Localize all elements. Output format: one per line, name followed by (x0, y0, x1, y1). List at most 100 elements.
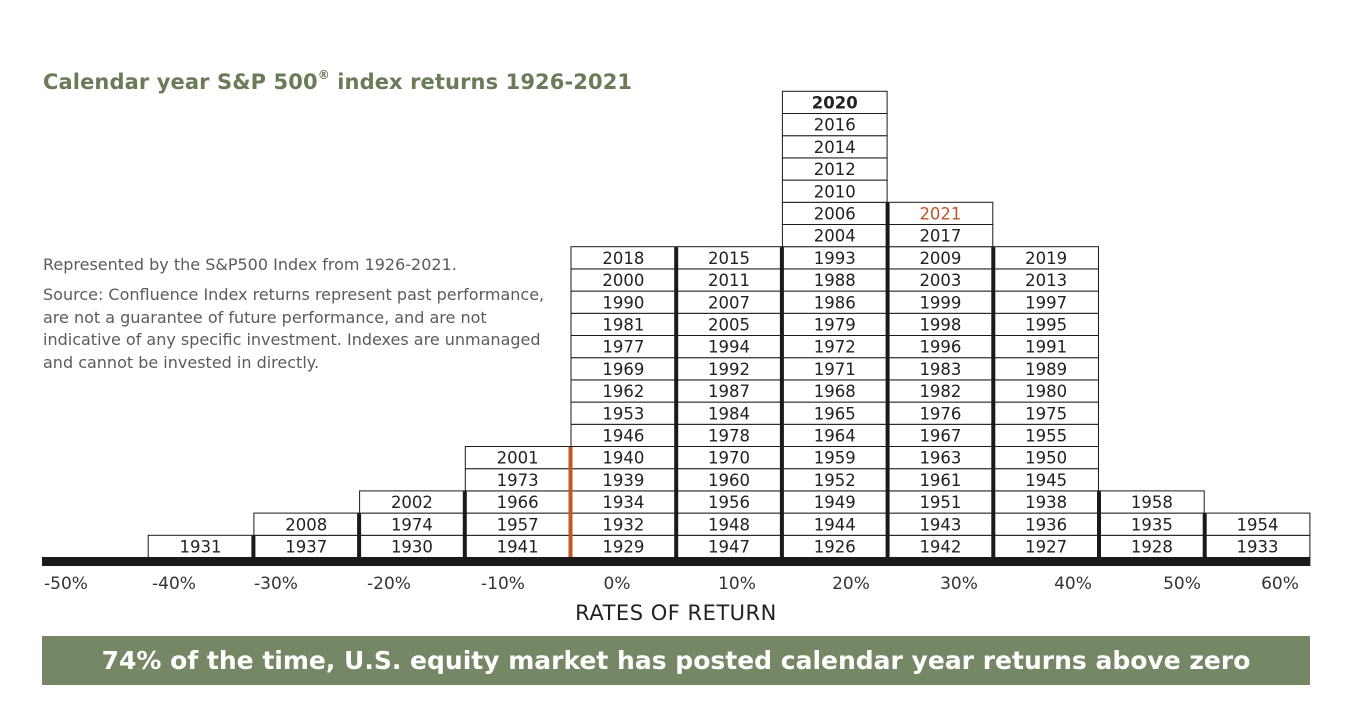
year-label: 1934 (602, 493, 644, 512)
year-label: 1989 (1025, 360, 1067, 379)
year-label: 1942 (919, 538, 961, 557)
year-label: 1986 (814, 293, 856, 312)
year-label: 2015 (708, 249, 750, 268)
year-label: 1953 (602, 404, 644, 423)
column-separator (885, 202, 890, 559)
year-label: 1957 (497, 515, 539, 534)
x-tick-label: -30% (254, 574, 298, 594)
year-label: 1966 (497, 493, 539, 512)
x-tick-label: 40% (1054, 574, 1092, 594)
year-label: 1938 (1025, 493, 1067, 512)
year-label: 1946 (602, 427, 644, 446)
x-axis-title: RATES OF RETURN (575, 601, 777, 625)
x-axis-bar (42, 557, 1311, 566)
year-label: 1950 (1025, 449, 1067, 468)
column-separator (991, 247, 996, 558)
year-label: 1988 (814, 271, 856, 290)
year-label: 1947 (708, 538, 750, 557)
year-label: 1959 (814, 449, 856, 468)
year-label: 1961 (919, 471, 961, 490)
year-label: 1965 (814, 404, 856, 423)
year-label: 1982 (919, 382, 961, 401)
year-label: 1990 (602, 293, 644, 312)
year-label: 2007 (708, 293, 750, 312)
year-label: 1969 (602, 360, 644, 379)
year-label: 1951 (919, 493, 961, 512)
year-label: 1992 (708, 360, 750, 379)
column-separator (779, 247, 784, 558)
year-label: 2003 (919, 271, 961, 290)
year-label: 1930 (391, 538, 433, 557)
x-tick-label: 20% (832, 574, 870, 594)
year-label: 2013 (1025, 271, 1067, 290)
x-tick-label: 30% (940, 574, 978, 594)
year-label: 2011 (708, 271, 750, 290)
year-label: 2017 (919, 227, 961, 246)
year-cell (781, 90, 888, 115)
year-label: 2016 (814, 116, 856, 135)
year-label: 1968 (814, 382, 856, 401)
year-label: 2010 (814, 182, 856, 201)
year-label: 1972 (814, 338, 856, 357)
column-separator (1097, 491, 1101, 558)
x-tick-label: 0% (604, 574, 631, 594)
x-tick-label: 50% (1163, 574, 1201, 594)
year-label: 1932 (602, 515, 644, 534)
column-separator (1202, 513, 1207, 558)
year-label: 1975 (1025, 404, 1067, 423)
year-label: 1999 (919, 293, 961, 312)
year-label: 1963 (919, 449, 961, 468)
column-separator (674, 247, 679, 558)
year-label: 1944 (814, 515, 856, 534)
year-label: 1939 (602, 471, 644, 490)
year-label: 1941 (497, 538, 539, 557)
year-label: 1949 (814, 493, 856, 512)
represented-note: Represented by the S&P500 Index from 192… (43, 255, 457, 274)
year-label: 1971 (814, 360, 856, 379)
year-label: 1978 (708, 427, 750, 446)
year-label: 1945 (1025, 471, 1067, 490)
year-label: 1984 (708, 404, 750, 423)
source-note: Source: Confluence Index returns represe… (43, 285, 545, 372)
year-label: 1974 (391, 515, 433, 534)
year-label: 1958 (1131, 493, 1173, 512)
return-histogram: 1931 1937 2008 1930 1974 2002 1941 1957 1966 1973… (42, 90, 1311, 594)
x-tick-label: -20% (367, 574, 411, 594)
zero-line-marker (568, 447, 573, 558)
x-tick-label: -50% (44, 574, 88, 594)
x-tick-label: 10% (718, 574, 756, 594)
year-label: 1927 (1025, 538, 1067, 557)
year-label: 1991 (1025, 338, 1067, 357)
year-label: 1979 (814, 316, 856, 335)
year-label: 1981 (602, 316, 644, 335)
year-label: 1994 (708, 338, 750, 357)
summary-banner: 74% of the time, U.S. equity market has … (42, 636, 1310, 685)
x-tick-label: -10% (481, 574, 525, 594)
x-tick-label: 60% (1261, 574, 1299, 594)
year-label: 1955 (1025, 427, 1067, 446)
year-label: 1970 (708, 449, 750, 468)
year-label: 1973 (497, 471, 539, 490)
column-separator (462, 491, 467, 558)
year-label: 1956 (708, 493, 750, 512)
year-label: 2021 (919, 205, 961, 224)
year-label: 2019 (1025, 249, 1067, 268)
year-label: 1948 (708, 515, 750, 534)
year-label: 1976 (919, 404, 961, 423)
year-label: 2001 (497, 449, 539, 468)
year-label: 1964 (814, 427, 856, 446)
year-label: 1936 (1025, 515, 1067, 534)
year-label: 2014 (814, 138, 856, 157)
year-label: 2002 (391, 493, 433, 512)
year-label: 2020 (812, 94, 858, 113)
year-label: 2012 (814, 160, 856, 179)
year-label: 1928 (1131, 538, 1173, 557)
year-label: 1960 (708, 471, 750, 490)
year-label: 1929 (602, 538, 644, 557)
year-label: 1952 (814, 471, 856, 490)
year-label: 1995 (1025, 316, 1067, 335)
year-label: 1940 (602, 449, 644, 468)
year-label: 1983 (919, 360, 961, 379)
year-label: 1977 (602, 338, 644, 357)
year-label: 1962 (602, 382, 644, 401)
